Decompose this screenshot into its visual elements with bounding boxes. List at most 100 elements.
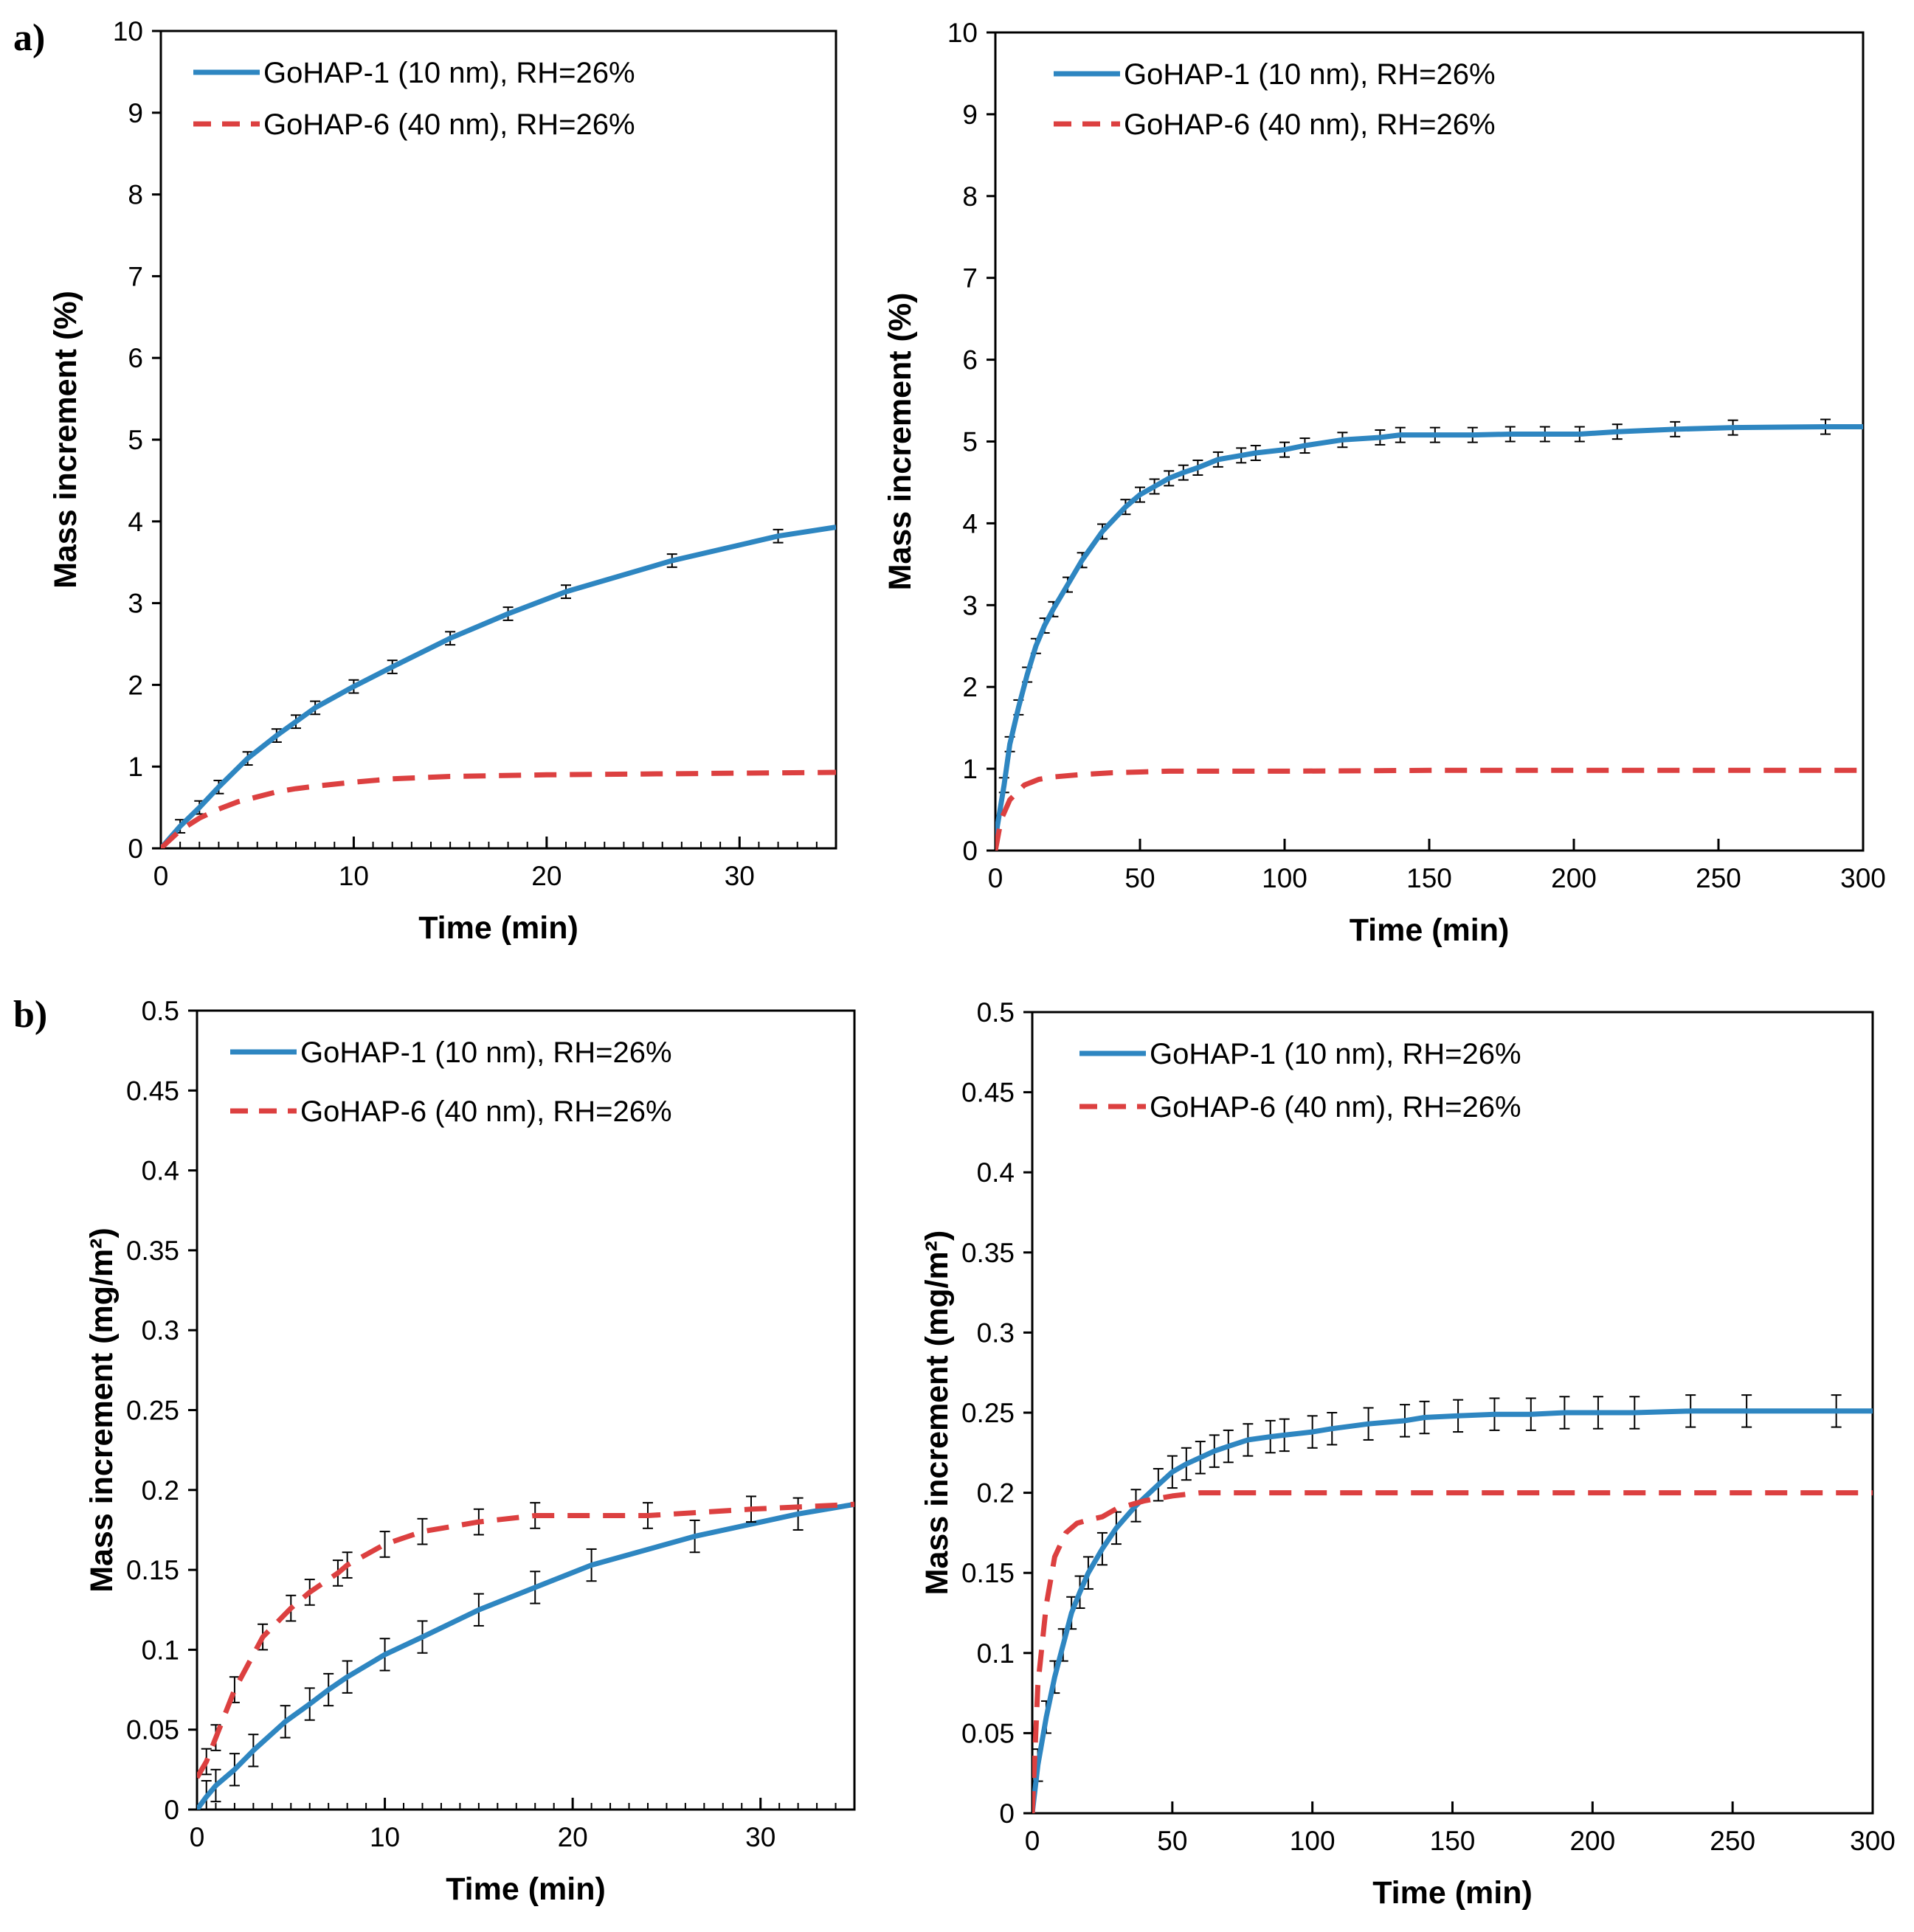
y-tick-label: 0.35	[961, 1238, 1015, 1268]
series-1	[1032, 1394, 1873, 1813]
series-line-1	[1032, 1408, 1873, 1813]
x-tick-label: 300	[1840, 863, 1886, 893]
y-tick-label: 0.45	[126, 1076, 179, 1106]
plot-frame	[994, 31, 1865, 852]
y-tick-label: 6	[962, 345, 978, 375]
x-axis-title: Time (min)	[1350, 913, 1510, 948]
x-tick-label: 30	[725, 861, 755, 891]
x-tick-label: 200	[1569, 1826, 1615, 1856]
chart-b-right: 0 0.05 0.1 0.15 0.2 0.25 0.3 0.35 0.4 0.45 0.5 0 50 1…	[919, 997, 1896, 1911]
y-tick-label: 0.25	[126, 1396, 179, 1426]
y-tick-label: 0.1	[142, 1635, 179, 1665]
x-tick-label: 150	[1430, 1826, 1476, 1856]
x-tick-label: 250	[1710, 1826, 1755, 1856]
x-tick-label: 30	[745, 1822, 775, 1852]
x-tick-label: 100	[1262, 863, 1307, 893]
legend-label-1: GoHAP-1 (10 nm), RH=26%	[1150, 1038, 1521, 1070]
y-tick-label: 0.1	[977, 1638, 1015, 1669]
series-line-1	[197, 1501, 854, 1810]
y-tick-label: 2	[962, 672, 978, 702]
series-2	[197, 1495, 854, 1779]
y-tick-label: 7	[128, 261, 143, 291]
x-tick-label: 0	[988, 863, 1003, 893]
y-tick-label: 4	[128, 507, 143, 537]
series-line-2	[1032, 1490, 1873, 1813]
y-tick-label: 0.4	[977, 1157, 1015, 1188]
y-tick-label: 3	[962, 590, 978, 620]
panel-label-a: a)	[13, 17, 45, 59]
legend-label-1: GoHAP-1 (10 nm), RH=26%	[263, 57, 635, 89]
x-tick-label: 250	[1696, 863, 1741, 893]
x-tick-label: 20	[558, 1822, 588, 1852]
panel-label-b: b)	[13, 994, 47, 1036]
y-tick-label: 5	[128, 425, 143, 455]
y-tick-label: 4	[962, 508, 978, 539]
series-line-1	[161, 524, 836, 848]
x-tick-label: 150	[1406, 863, 1452, 893]
series-2	[161, 769, 836, 848]
legend-label-2: GoHAP-6 (40 nm), RH=26%	[263, 108, 635, 141]
y-tick-label: 10	[947, 18, 978, 48]
plot-frame	[159, 30, 837, 850]
legend-label-2: GoHAP-6 (40 nm), RH=26%	[1124, 108, 1496, 141]
y-tick-label: 0.15	[126, 1555, 179, 1585]
y-tick-label: 0.4	[142, 1156, 179, 1186]
y-tick-label: 8	[128, 180, 143, 210]
x-tick-label: 20	[531, 861, 562, 891]
y-tick-label: 0.15	[961, 1558, 1015, 1588]
y-tick-label: 0.2	[142, 1475, 179, 1506]
series-1	[197, 1497, 854, 1810]
x-tick-label: 50	[1157, 1826, 1187, 1856]
x-tick-label: 0	[1025, 1826, 1040, 1856]
series-line-2	[161, 769, 836, 848]
y-tick-label: 0	[164, 1795, 179, 1825]
series-1	[161, 524, 836, 848]
series-line-2	[197, 1501, 854, 1779]
y-tick-label: 0	[999, 1798, 1015, 1829]
series-1	[995, 418, 1863, 839]
legend-label-1: GoHAP-1 (10 nm), RH=26%	[1124, 58, 1496, 91]
y-tick-label: 2	[128, 670, 143, 700]
y-tick-label: 9	[128, 98, 143, 128]
y-tick-label: 5	[962, 427, 978, 457]
y-tick-label: 0.5	[977, 997, 1015, 1028]
x-tick-label: 50	[1124, 863, 1155, 893]
legend-label-2: GoHAP-6 (40 nm), RH=26%	[300, 1095, 672, 1128]
legend-label-1: GoHAP-1 (10 nm), RH=26%	[300, 1036, 672, 1069]
y-tick-label: 3	[128, 589, 143, 619]
series-line-2	[995, 767, 1863, 851]
y-tick-label: 9	[962, 100, 978, 130]
series-line-1	[995, 424, 1863, 839]
y-tick-label: 0.2	[977, 1478, 1015, 1509]
y-tick-label: 0.45	[961, 1078, 1015, 1108]
y-tick-label: 0.3	[142, 1315, 179, 1346]
x-tick-label: 0	[190, 1822, 205, 1852]
y-tick-label: 0.25	[961, 1398, 1015, 1428]
x-tick-label: 100	[1290, 1826, 1336, 1856]
chart-b-left: 0 0.05 0.1 0.15 0.2 0.25 0.3 0.35 0.4 0.45 0.5 0 10 2…	[84, 996, 856, 1907]
y-tick-label: 0.05	[126, 1715, 179, 1745]
x-tick-label: 300	[1850, 1826, 1896, 1856]
series-2	[1032, 1490, 1873, 1813]
y-axis-title: Mass increment (mg/m²)	[84, 1228, 120, 1593]
y-tick-label: 1	[962, 754, 978, 784]
y-tick-label: 8	[962, 181, 978, 212]
y-tick-label: 1	[128, 752, 143, 782]
chart-a-left: 0 1 2 3 4 5 6 7 8 9 10 0 10 20 30 Time (min) Mass increm…	[48, 16, 837, 946]
x-axis-title: Time (min)	[446, 1872, 606, 1907]
plot-frame	[196, 1009, 856, 1811]
legend-label-2: GoHAP-6 (40 nm), RH=26%	[1150, 1091, 1521, 1123]
y-tick-label: 0	[128, 834, 143, 864]
x-tick-label: 10	[370, 1822, 400, 1852]
y-tick-label: 7	[962, 263, 978, 294]
x-tick-label: 200	[1551, 863, 1597, 893]
y-tick-label: 0	[962, 836, 978, 866]
y-tick-label: 6	[128, 343, 143, 373]
y-tick-label: 0.3	[977, 1318, 1015, 1348]
y-tick-label: 0.5	[142, 996, 179, 1026]
series-2	[995, 767, 1863, 851]
y-axis-title: Mass increment (mg/m²)	[919, 1230, 955, 1596]
x-axis-title: Time (min)	[1372, 1875, 1533, 1911]
